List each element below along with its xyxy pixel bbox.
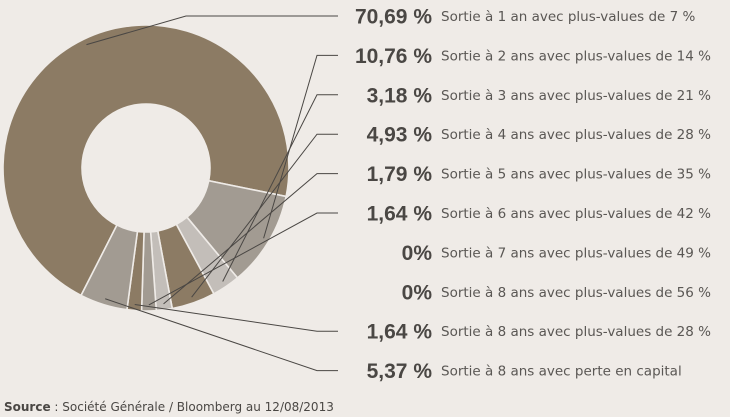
- value-label-5: 1,79 %: [367, 163, 433, 186]
- leader-line-4: [191, 133, 338, 298]
- slice-description-4: Sortie à 4 ans avec plus-values de 28 %: [441, 127, 711, 143]
- slice-description-8: Sortie à 8 ans avec plus-values de 56 %: [441, 285, 711, 301]
- slice-description-5: Sortie à 5 ans avec plus-values de 35 %: [441, 167, 711, 183]
- value-label-6: 1,64 %: [367, 203, 433, 226]
- donut-slice-1: [2, 24, 290, 297]
- leader-line-5: [163, 173, 338, 305]
- value-label-9: 1,64 %: [367, 321, 433, 344]
- leader-line-1: [86, 15, 338, 46]
- slice-description-6: Sortie à 6 ans avec plus-values de 42 %: [441, 206, 711, 222]
- source-label: Source: [4, 400, 51, 414]
- source-text: : Société Générale / Bloomberg au 12/08/…: [50, 400, 334, 414]
- leader-line-2: [263, 54, 338, 239]
- value-label-3: 3,18 %: [367, 84, 433, 107]
- slice-description-10: Sortie à 8 ans avec perte en capital: [441, 364, 682, 380]
- donut-slice-10: [80, 223, 139, 311]
- slice-description-2: Sortie à 2 ans avec plus-values de 14 %: [441, 48, 711, 64]
- leader-line-3: [222, 94, 338, 282]
- leader-line-10: [105, 298, 338, 372]
- value-label-8: 0%: [402, 281, 433, 304]
- value-label-10: 5,37 %: [367, 360, 433, 383]
- source-note: Source : Société Générale / Bloomberg au…: [4, 400, 334, 414]
- slice-description-9: Sortie à 8 ans avec plus-values de 28 %: [441, 324, 711, 340]
- slice-description-1: Sortie à 1 an avec plus-values de 7 %: [441, 9, 696, 25]
- leader-line-6: [148, 212, 338, 306]
- value-label-2: 10,76 %: [355, 45, 432, 68]
- value-label-4: 4,93 %: [367, 124, 433, 147]
- leader-line-9: [134, 304, 338, 332]
- value-label-1: 70,69 %: [355, 6, 432, 29]
- slice-description-7: Sortie à 7 ans avec plus-values de 49 %: [441, 245, 711, 261]
- slice-description-3: Sortie à 3 ans avec plus-values de 21 %: [441, 88, 711, 104]
- value-label-7: 0%: [402, 242, 433, 265]
